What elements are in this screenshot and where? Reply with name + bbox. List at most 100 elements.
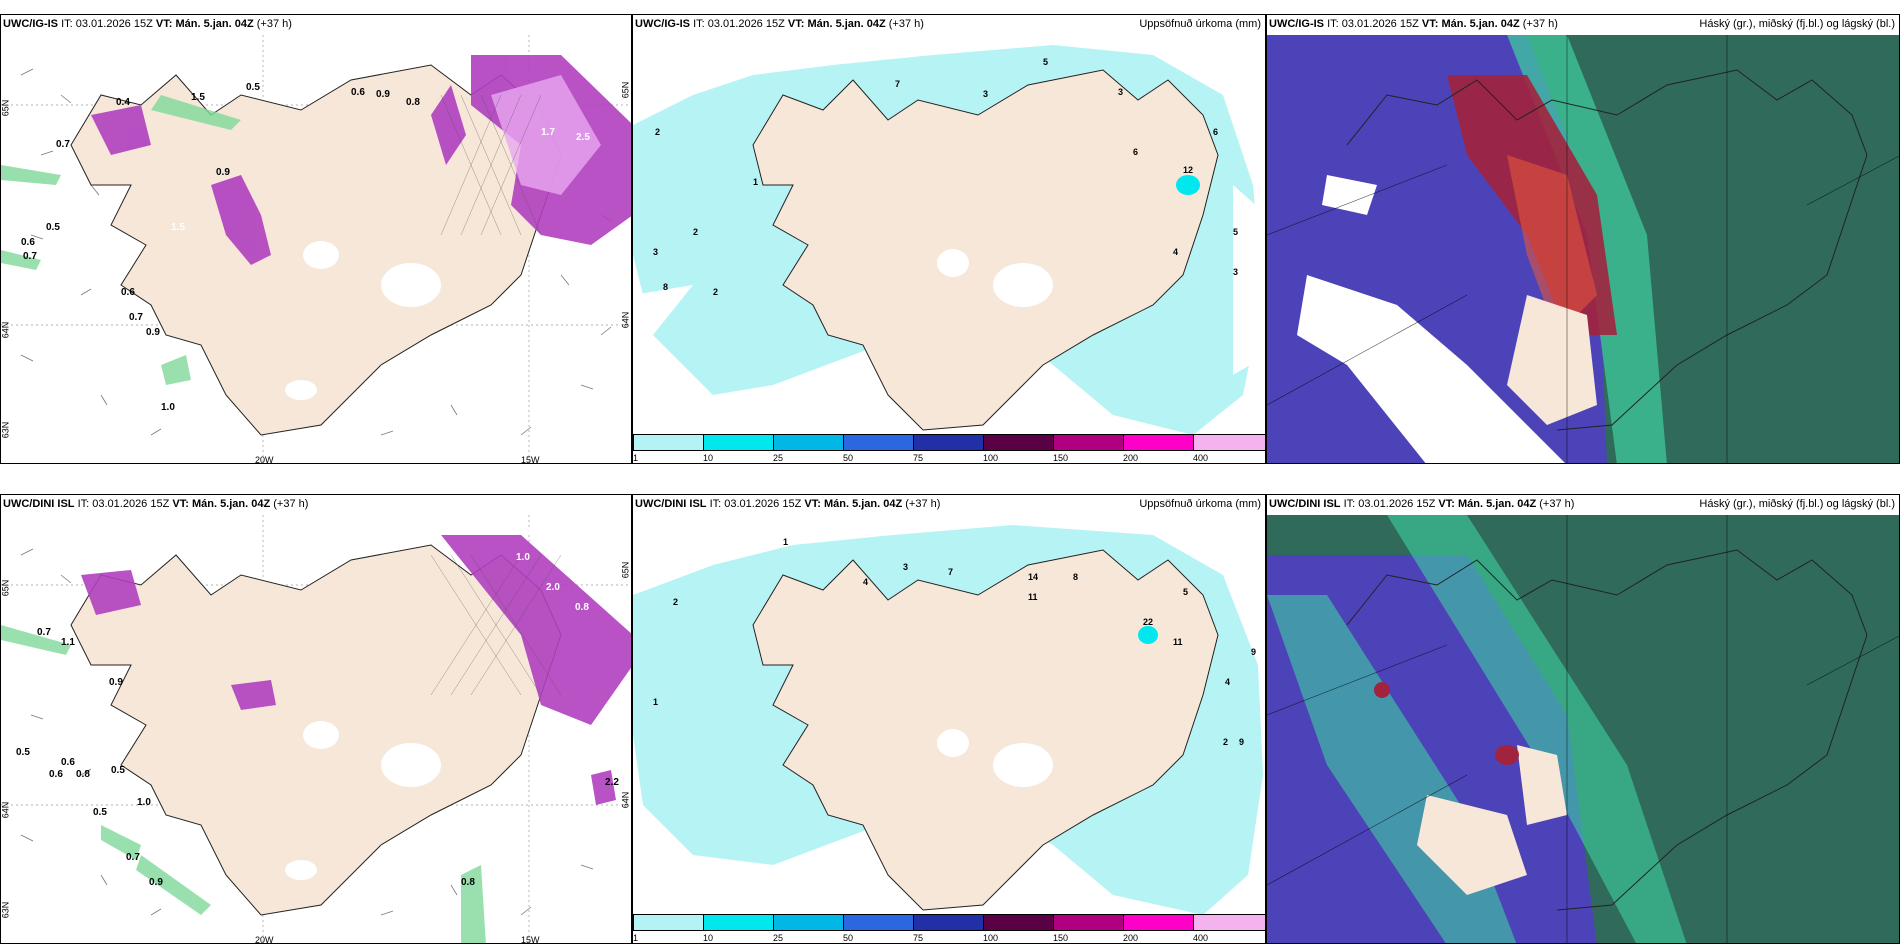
wind-precip-map: 0.7 1.1 0.9 0.5 0.6 0.8 0.6 0.5 0.5 1.0 … bbox=[1, 515, 631, 943]
lon-label: 15W bbox=[521, 935, 540, 944]
lat-label: 65N bbox=[0, 579, 11, 597]
wind-value: 0.9 bbox=[109, 677, 123, 688]
wind-value: 0.6 bbox=[61, 757, 75, 768]
panel-title: UWC/IG-IS IT: 03.01.2026 15Z VT: Mán. 5.… bbox=[1269, 18, 1558, 30]
wind-precip-map: 0.51.5 0.6 0.90.80.40.70.90.50.60.70.60.70… bbox=[1, 35, 631, 463]
precip-value: 8 bbox=[663, 282, 668, 292]
colorbar-segment bbox=[913, 434, 983, 451]
lat-label: 64N bbox=[0, 801, 11, 819]
colorbar-tick: 100 bbox=[983, 453, 999, 463]
colorbar-segment bbox=[843, 434, 913, 451]
colorbar-tick: 150 bbox=[1053, 933, 1069, 943]
wind-value: 1.0 bbox=[516, 552, 530, 563]
lat-label: 63N bbox=[0, 901, 11, 919]
lat-label: 64N bbox=[620, 791, 631, 809]
wind-value: 0.8 bbox=[461, 877, 475, 888]
cloud-map bbox=[1267, 515, 1899, 943]
wind-value: 1.7 bbox=[541, 127, 555, 138]
colorbar-segment bbox=[773, 914, 843, 931]
precip-value: 11 bbox=[1173, 637, 1183, 647]
wind-value: 0.7 bbox=[126, 852, 140, 863]
panel-subtitle: Uppsöfnuð úrkoma (mm) bbox=[1139, 498, 1261, 510]
precip-value: 8 bbox=[1073, 572, 1078, 582]
precip-value: 3 bbox=[983, 89, 988, 99]
colorbar-tick: 1 bbox=[633, 933, 639, 943]
wind-value: 0.7 bbox=[56, 139, 70, 150]
wind-value: 0.5 bbox=[246, 82, 260, 93]
wind-value: 2.5 bbox=[576, 132, 590, 143]
panel-ig-precip: UWC/IG-IS IT: 03.01.2026 15Z VT: Mán. 5.… bbox=[632, 14, 1266, 464]
precip-value: 4 bbox=[1173, 247, 1178, 257]
colorbar-segment bbox=[1053, 914, 1123, 931]
lat-label: 65N bbox=[620, 561, 631, 579]
wind-value: 0.4 bbox=[116, 97, 130, 108]
precip-value: 3 bbox=[653, 247, 658, 257]
wind-value: 0.5 bbox=[46, 222, 60, 233]
lat-label: 63N bbox=[0, 421, 11, 439]
wind-value: 2.2 bbox=[605, 777, 619, 788]
precip-value: 3 bbox=[1118, 87, 1123, 97]
precip-value: 14 bbox=[1028, 572, 1038, 582]
colorbar-tick: 200 bbox=[1123, 933, 1139, 943]
precip-value: 2 bbox=[713, 287, 718, 297]
wind-value: 1.5 bbox=[191, 92, 205, 103]
precip-value: 2 bbox=[693, 227, 698, 237]
wind-value: 0.6 bbox=[351, 87, 365, 98]
colorbar-tick: 10 bbox=[703, 453, 714, 463]
wind-value: 1.0 bbox=[137, 797, 151, 808]
wind-value: 0.6 bbox=[49, 769, 63, 780]
precip-value: 22 bbox=[1143, 617, 1153, 627]
wind-value: 0.5 bbox=[16, 747, 30, 758]
lat-label: 64N bbox=[620, 311, 631, 329]
wind-value: 0.7 bbox=[23, 251, 37, 262]
wind-value: 0.6 bbox=[121, 287, 135, 298]
colorbar-segment bbox=[633, 914, 703, 931]
iceland-land bbox=[752, 69, 1219, 431]
colorbar-tick: 400 bbox=[1193, 933, 1209, 943]
precip-value: 1 bbox=[653, 697, 658, 707]
panel-title: UWC/IG-IS IT: 03.01.2026 15Z VT: Mán. 5.… bbox=[635, 18, 924, 30]
panel-dini-precip: UWC/DINI ISL IT: 03.01.2026 15Z VT: Mán.… bbox=[632, 494, 1266, 944]
panel-subtitle: Háský (gr.), miðský (fj.bl.) og lágský (… bbox=[1699, 18, 1895, 30]
colorbar-segment bbox=[703, 914, 773, 931]
precip-value: 6 bbox=[1133, 147, 1138, 157]
precip-value: 5 bbox=[1233, 227, 1238, 237]
panel-dini-clouds: UWC/DINI ISL IT: 03.01.2026 15Z VT: Mán.… bbox=[1266, 494, 1900, 944]
wind-value: 2.0 bbox=[546, 582, 560, 593]
wind-value: 0.8 bbox=[76, 769, 90, 780]
panel-subtitle: Uppsöfnuð úrkoma (mm) bbox=[1139, 18, 1261, 30]
precip-value: 6 bbox=[1213, 127, 1218, 137]
precip-value: 2 bbox=[1223, 737, 1228, 747]
wind-value: 0.8 bbox=[575, 602, 589, 613]
precip-value: 3 bbox=[903, 562, 908, 572]
wind-value: 0.7 bbox=[129, 312, 143, 323]
precip-value: 5 bbox=[1043, 57, 1048, 67]
precip-map: 1 2 3 4 7 14 11 8 22 11 9 2 9 5 4 1 bbox=[633, 525, 1263, 915]
colorbar-segment bbox=[843, 914, 913, 931]
colorbar-segment bbox=[983, 914, 1053, 931]
wind-value: 0.8 bbox=[406, 97, 420, 108]
colorbar-segment bbox=[633, 434, 703, 451]
precip-value: 4 bbox=[1225, 677, 1230, 687]
colorbar-tick: 25 bbox=[773, 933, 784, 943]
wind-value: 1.5 bbox=[171, 222, 185, 233]
wind-value: 0.9 bbox=[146, 327, 160, 338]
precip-colorbar: 1 10 25 50 75 100 150 200 400 bbox=[633, 434, 1265, 463]
panel-title: UWC/IG-IS IT: 03.01.2026 15Z VT: Mán. 5.… bbox=[3, 18, 292, 30]
lat-label: 65N bbox=[0, 99, 11, 117]
lon-label: 20W bbox=[255, 455, 274, 464]
colorbar-tick: 400 bbox=[1193, 453, 1209, 463]
iceland-land bbox=[752, 549, 1219, 911]
cloud-map bbox=[1267, 35, 1899, 463]
lon-label: 20W bbox=[255, 935, 274, 944]
precip-value: 9 bbox=[1239, 737, 1244, 747]
colorbar-segment bbox=[1053, 434, 1123, 451]
colorbar-tick: 50 bbox=[843, 933, 854, 943]
panel-ig-clouds: UWC/IG-IS IT: 03.01.2026 15Z VT: Mán. 5.… bbox=[1266, 14, 1900, 464]
lon-label: 15W bbox=[521, 455, 540, 464]
panel-subtitle: Háský (gr.), miðský (fj.bl.) og lágský (… bbox=[1699, 498, 1895, 510]
wind-value: 0.6 bbox=[21, 237, 35, 248]
lat-label: 65N bbox=[620, 81, 631, 99]
precip-value: 4 bbox=[863, 577, 868, 587]
colorbar-segment bbox=[1123, 914, 1193, 931]
